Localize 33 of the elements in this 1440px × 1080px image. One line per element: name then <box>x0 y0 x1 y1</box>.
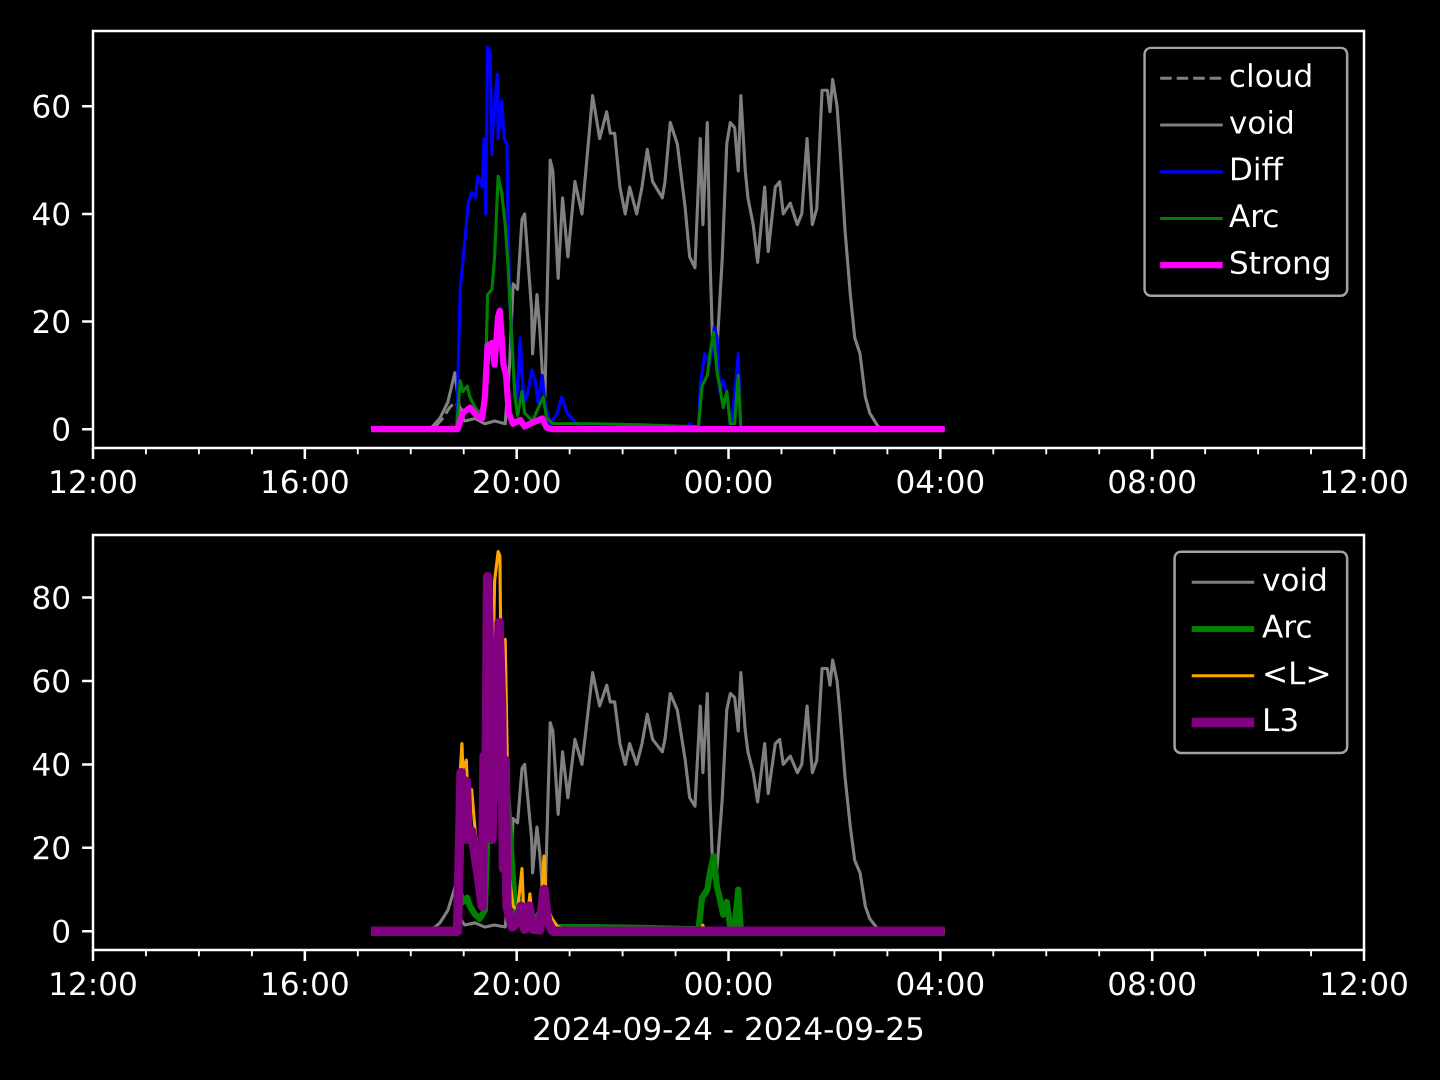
legend-label: Diff <box>1231 156 1284 181</box>
legend-label: Arc <box>1229 204 1278 228</box>
y-tick-label: 0 <box>53 919 70 943</box>
y-tick-label: 80 <box>33 585 70 610</box>
x-tick-label: 00:00 <box>685 971 772 996</box>
legend-label: void <box>1262 567 1326 592</box>
x-tick-label: 08:00 <box>1109 971 1195 996</box>
x-tick-label: 16:00 <box>263 469 348 494</box>
x-tick-label: 12:00 <box>1322 971 1407 996</box>
y-tick-label: 40 <box>33 752 70 777</box>
y-tick-label: 20 <box>33 309 70 334</box>
x-tick-label: 04:00 <box>897 971 984 996</box>
y-tick-label: 20 <box>33 836 70 860</box>
x-tick-label: 08:00 <box>1109 469 1195 494</box>
legend-label: L3 <box>1265 707 1297 732</box>
x-tick-label: 04:00 <box>897 469 984 494</box>
x-axis-title: 2024-09-24 - 2024-09-25 <box>534 1016 923 1041</box>
legend-label: <L> <box>1265 661 1329 685</box>
x-tick-label: 00:00 <box>685 469 772 494</box>
legend-label: Arc <box>1262 614 1311 638</box>
x-tick-label: 20:00 <box>474 971 560 996</box>
y-tick-label: 40 <box>33 202 70 226</box>
x-tick-label: 16:00 <box>263 971 348 996</box>
y-tick-label: 60 <box>33 94 70 119</box>
x-tick-label: 12:00 <box>1322 469 1407 494</box>
y-tick-label: 0 <box>53 417 70 441</box>
legend-label: Strong <box>1230 250 1329 281</box>
y-tick-label: 60 <box>33 669 70 693</box>
x-tick-label: 12:00 <box>51 971 136 996</box>
legend-label: cloud <box>1230 63 1311 88</box>
x-tick-label: 12:00 <box>51 469 136 494</box>
legend-label: void <box>1229 109 1292 135</box>
x-tick-label: 20:00 <box>474 469 560 494</box>
